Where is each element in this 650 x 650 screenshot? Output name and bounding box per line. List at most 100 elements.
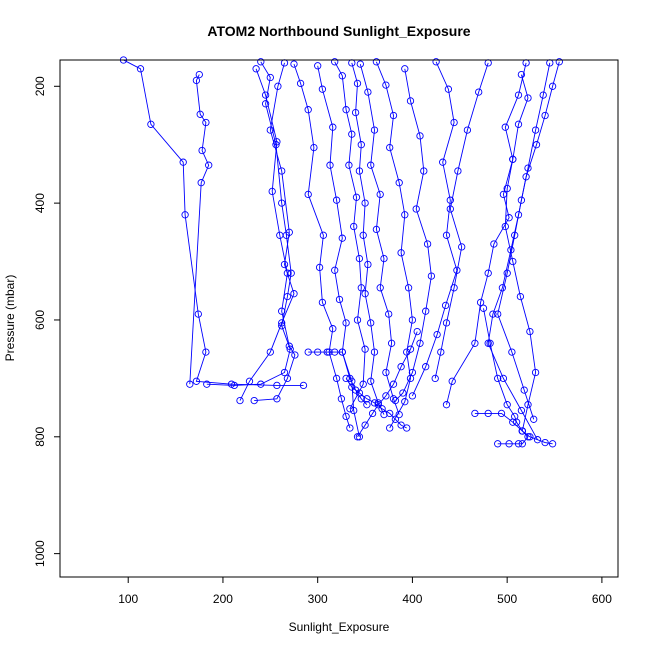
data-point	[197, 179, 205, 187]
data-point	[494, 440, 502, 448]
data-point	[359, 231, 367, 239]
data-point	[338, 72, 346, 80]
data-point	[363, 401, 371, 409]
data-point	[517, 70, 526, 79]
data-point	[296, 79, 305, 88]
data-point	[380, 254, 388, 263]
data-point	[505, 440, 513, 448]
data-point	[516, 292, 525, 301]
data-point	[501, 222, 509, 231]
data-point	[382, 368, 390, 377]
profile-series	[203, 58, 295, 390]
profile-series	[304, 348, 371, 409]
data-point	[285, 342, 293, 350]
data-point	[136, 65, 145, 73]
data-point	[382, 392, 390, 400]
y-axis: 200 400 600 800 1000	[33, 76, 61, 567]
data-point	[397, 249, 405, 257]
chart-title: ATOM2 Northbound Sunlight_Exposure	[207, 23, 470, 39]
series-line	[239, 62, 295, 401]
data-point	[357, 395, 365, 403]
profile-series	[408, 58, 461, 400]
data-point	[331, 266, 339, 274]
data-point	[494, 310, 502, 318]
series-line	[395, 68, 432, 401]
series-line	[375, 61, 413, 429]
series-line	[254, 68, 296, 402]
data-point	[514, 91, 523, 99]
profile-series	[471, 409, 532, 448]
data-point	[401, 65, 409, 73]
data-point	[413, 327, 421, 336]
profile-series	[494, 59, 554, 423]
x-tick-label: 400	[402, 592, 422, 606]
profile-series	[442, 59, 530, 409]
data-point	[353, 316, 362, 324]
data-point	[387, 339, 396, 347]
data-point	[386, 143, 394, 152]
y-axis-label: Pressure (mbar)	[3, 275, 17, 362]
data-point	[541, 111, 549, 120]
profile-series	[290, 60, 354, 432]
data-point	[192, 76, 201, 85]
data-point	[361, 421, 369, 429]
data-point	[342, 412, 350, 421]
data-point	[433, 330, 441, 339]
data-point	[498, 284, 507, 292]
data-point	[374, 401, 382, 409]
data-point	[342, 319, 350, 327]
data-point	[450, 284, 458, 292]
data-point	[346, 405, 354, 413]
data-point	[278, 199, 286, 207]
data-point	[350, 222, 358, 231]
data-point	[524, 433, 532, 441]
data-point	[501, 123, 509, 131]
data-point	[194, 310, 202, 318]
profile-series	[119, 56, 308, 390]
data-point	[203, 380, 211, 388]
data-point	[351, 108, 360, 117]
x-tick-label: 200	[213, 592, 233, 606]
data-point	[361, 345, 369, 353]
data-point	[531, 126, 540, 134]
data-point	[323, 348, 331, 356]
data-point	[442, 319, 451, 327]
data-point	[280, 368, 289, 377]
data-point	[273, 138, 281, 146]
data-point	[367, 161, 375, 169]
data-point	[236, 396, 244, 405]
data-point	[441, 301, 450, 310]
data-point	[391, 396, 400, 405]
data-point	[432, 58, 440, 66]
data-point	[406, 345, 415, 353]
data-point	[274, 82, 282, 90]
data-point	[531, 368, 540, 377]
data-point	[261, 91, 270, 99]
data-point	[532, 141, 541, 149]
data-point	[367, 377, 375, 385]
data-point	[268, 187, 276, 196]
data-point	[273, 395, 281, 403]
data-point	[399, 389, 407, 397]
profile-series	[391, 65, 436, 405]
series-line	[308, 351, 368, 406]
data-point	[186, 380, 194, 388]
profile-series	[372, 58, 417, 432]
data-point	[356, 60, 364, 68]
data-point	[458, 243, 466, 251]
data-point	[517, 406, 526, 415]
data-point	[335, 295, 344, 304]
data-point	[367, 319, 375, 327]
data-point	[245, 377, 254, 385]
data-point	[329, 325, 337, 333]
y-tick-label: 600	[33, 310, 47, 330]
data-point	[427, 272, 436, 280]
data-point	[266, 348, 274, 356]
data-point	[539, 91, 547, 99]
data-point	[450, 118, 458, 127]
data-point	[416, 339, 424, 347]
data-point	[266, 73, 274, 82]
series-line	[189, 74, 210, 385]
data-point	[448, 377, 456, 385]
